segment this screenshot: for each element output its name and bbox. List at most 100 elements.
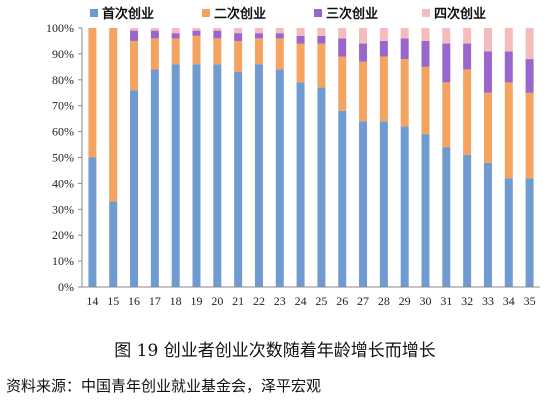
bar-segment (421, 66, 430, 135)
bar-segment (150, 69, 159, 287)
bar-segment (379, 121, 388, 288)
legend-label: 四次创业 (434, 6, 486, 22)
bar-segment (504, 82, 513, 179)
bar-segment (296, 43, 305, 83)
bar-segment (254, 28, 263, 34)
bar-segment (296, 28, 305, 36)
bar-area (88, 28, 534, 288)
bar-segment (234, 40, 243, 73)
bar-segment (463, 154, 472, 287)
legend-swatch (422, 9, 430, 17)
y-tick-label: 100% (46, 21, 74, 35)
bar-stack (338, 28, 347, 287)
bar-segment (275, 28, 284, 34)
x-tick-label: 19 (191, 294, 203, 308)
bar-segment (213, 64, 222, 287)
bar-segment (525, 59, 534, 93)
bar-segment (525, 92, 534, 179)
bar-segment (483, 92, 492, 163)
bar-segment (338, 38, 347, 57)
bar-stack (483, 28, 492, 287)
bar-segment (338, 56, 347, 111)
bar-segment (275, 33, 284, 39)
bar-segment (130, 30, 139, 41)
y-tick-label: 30% (52, 202, 74, 216)
bar-stack (192, 28, 201, 287)
bar-segment (88, 28, 97, 158)
bar-stack (296, 28, 305, 287)
bar-segment (192, 64, 201, 287)
bar-segment (275, 69, 284, 287)
bar-segment (213, 30, 222, 39)
bar-segment (213, 38, 222, 65)
bar-segment (525, 28, 534, 60)
bar-segment (317, 87, 326, 287)
x-axis: 14 15 16 17 18 19 20 21 22 23 24 25 26 27 28 29 30 31 32 33… (82, 286, 540, 308)
bar-segment (150, 30, 159, 39)
x-tick-label: 16 (128, 294, 140, 308)
bar-segment (442, 43, 451, 83)
x-tick-label: 23 (274, 294, 286, 308)
bar-stack (275, 28, 284, 287)
bar-segment (254, 33, 263, 39)
bar-segment (254, 64, 263, 287)
bar-segment (483, 51, 492, 93)
bar-segment (400, 28, 409, 39)
bar-segment (171, 64, 180, 287)
y-tick-label: 60% (52, 125, 74, 139)
bar-segment (130, 40, 139, 91)
bar-segment (213, 28, 222, 31)
x-tick-label: 34 (503, 294, 515, 308)
legend-item: 三次创业 (314, 6, 378, 22)
bar-segment (317, 43, 326, 88)
bar-stack (171, 28, 180, 287)
bar-stack (109, 28, 118, 287)
bar-segment (525, 178, 534, 287)
x-tick-label: 20 (211, 294, 223, 308)
x-tick-label: 28 (378, 294, 390, 308)
bar-stack (150, 28, 159, 287)
bar-stack (442, 28, 451, 287)
bar-stack (234, 28, 243, 287)
legend-swatch (90, 9, 98, 17)
x-tick-label: 18 (170, 294, 182, 308)
bar-segment (504, 51, 513, 83)
y-axis: 0% 10% 20% 30% 40% 50% 60% 70% 80% 90% 100% (46, 21, 83, 294)
bar-stack (359, 28, 368, 288)
x-tick-label: 30 (420, 294, 432, 308)
bar-segment (359, 43, 368, 62)
legend-label: 首次创业 (102, 6, 154, 22)
bar-segment (442, 147, 451, 287)
bar-segment (400, 38, 409, 60)
bar-segment (504, 178, 513, 287)
bar-stack (130, 28, 139, 287)
bar-segment (400, 126, 409, 287)
bar-segment (379, 40, 388, 57)
x-tick-label: 31 (440, 294, 452, 308)
y-tick-label: 70% (52, 99, 74, 113)
x-tick-label: 33 (482, 294, 494, 308)
bar-stack (504, 28, 513, 287)
bar-segment (359, 61, 368, 122)
source-note: 资料来源：中国青年创业就业基金会，泽平宏观 (6, 377, 322, 395)
bar-segment (421, 40, 430, 67)
bar-stack (421, 28, 430, 287)
bar-stack (317, 28, 326, 287)
bar-segment (338, 110, 347, 287)
bar-segment (150, 28, 159, 31)
bar-stack (400, 28, 409, 287)
x-tick-label: 14 (86, 294, 98, 308)
legend-label: 二次创业 (214, 6, 266, 22)
bar-stack (254, 28, 263, 287)
bar-stack (463, 28, 472, 287)
bar-segment (234, 28, 243, 34)
bar-segment (400, 59, 409, 127)
bar-segment (296, 82, 305, 287)
bar-segment (296, 35, 305, 44)
bar-segment (483, 162, 492, 287)
bar-segment (130, 28, 139, 31)
x-tick-label: 15 (107, 294, 119, 308)
bar-segment (192, 28, 201, 31)
bar-segment (483, 28, 492, 52)
bar-segment (171, 33, 180, 39)
